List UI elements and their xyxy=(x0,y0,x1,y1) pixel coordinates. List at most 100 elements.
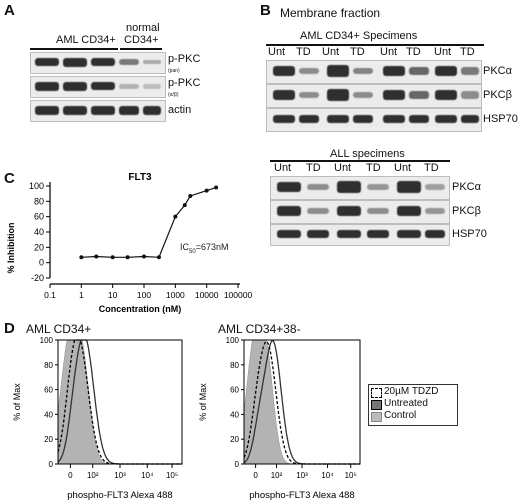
panel-label-d: D xyxy=(4,320,15,337)
hist-x-axis-label: phospho-FLT3 Alexa 488 xyxy=(67,490,172,501)
hist-y-tick-label: 60 xyxy=(230,386,239,395)
membrane-fraction-title: Membrane fraction xyxy=(280,6,381,20)
legend-label-control: Control xyxy=(384,410,417,421)
all-row-label-pkcb: PKCβ xyxy=(452,205,481,217)
data-point xyxy=(79,255,84,260)
y-axis-label: % Inhibition xyxy=(6,223,16,274)
hist-y-tick-label: 40 xyxy=(230,410,239,419)
hist-x-tick-label: 10⁴ xyxy=(141,471,154,480)
aml-blot-pkcb xyxy=(266,84,482,108)
flow-legend: 20µM TDZD Untreated Control xyxy=(368,384,458,426)
hist-y-tick-label: 40 xyxy=(44,410,53,419)
blot-actin xyxy=(30,100,166,122)
data-point xyxy=(110,255,115,260)
group-normal-label-1: normal xyxy=(126,22,160,34)
histogram-aml-cd34: % of Max phospho-FLT3 Alexa 488 0 20 40 60 80 1… xyxy=(12,336,183,501)
group-normal-rule xyxy=(120,48,162,50)
chart-title: FLT3 xyxy=(128,172,152,183)
all-header-rule xyxy=(270,160,450,162)
hist-y-tick-label: 100 xyxy=(40,336,54,345)
hist-y-tick-label: 0 xyxy=(49,460,54,469)
all-lane-unt-1: Unt xyxy=(274,162,292,174)
data-point xyxy=(188,193,193,198)
hist-plot-frame xyxy=(57,339,183,465)
y-tick-label: 60 xyxy=(34,212,44,222)
aml-blot-hsp70 xyxy=(266,108,482,132)
all-lane-unt-2: Unt xyxy=(334,162,352,174)
hist-y-tick-label: 80 xyxy=(230,361,239,370)
x-tick-label: 1000 xyxy=(166,290,185,300)
hist-plot-frame xyxy=(243,339,361,465)
y-tick-label: 40 xyxy=(34,227,44,237)
panel-label-b: B xyxy=(260,2,271,19)
lane-td-4: TD xyxy=(460,46,475,58)
x-tick-label: 100 xyxy=(137,290,151,300)
x-tick-label: 0.1 xyxy=(44,290,56,300)
legend-label-tdzd: 20µM TDZD xyxy=(384,386,439,397)
hist-y-tick-label: 100 xyxy=(226,336,240,345)
data-point xyxy=(156,255,161,260)
hist-x-tick-label: 10³ xyxy=(296,471,308,480)
hist-y-axis-label: % of Max xyxy=(12,383,22,421)
group-normal-label-2: CD34+ xyxy=(124,34,159,46)
y-tick-label: -20 xyxy=(31,273,44,283)
aml-blot-pkca xyxy=(266,60,482,84)
blot-ppkc-pan xyxy=(30,52,166,74)
y-tick-label: 100 xyxy=(29,181,44,191)
all-row-label-pkca: PKCα xyxy=(452,181,481,193)
all-blot-pkca xyxy=(270,176,450,200)
x-tick-label: 100000 xyxy=(224,290,253,300)
legend-label-untreated: Untreated xyxy=(384,398,428,409)
lane-unt-4: Unt xyxy=(434,46,452,58)
legend-swatch-tdzd xyxy=(371,388,382,398)
y-tick-label: 20 xyxy=(34,242,44,252)
hist-y-tick-label: 80 xyxy=(44,361,53,370)
aml-row-label-pkca: PKCα xyxy=(483,65,512,77)
y-tick-label: 0 xyxy=(39,258,44,268)
data-point xyxy=(204,188,209,193)
data-point xyxy=(142,254,146,259)
hist-x-tick-label: 0 xyxy=(68,471,73,480)
all-lane-td-2: TD xyxy=(366,162,381,174)
all-row-label-hsp70: HSP70 xyxy=(452,228,487,240)
aml-row-label-pkcb: PKCβ xyxy=(483,89,512,101)
hist-x-tick-label: 10³ xyxy=(114,471,126,480)
panel-label-c: C xyxy=(4,170,15,187)
aml-header-rule xyxy=(266,44,484,46)
hist-y-tick-label: 0 xyxy=(235,460,240,469)
aml-row-label-hsp70: HSP70 xyxy=(483,113,518,125)
all-specimens-header: ALL specimens xyxy=(330,148,405,160)
lane-td-2: TD xyxy=(350,46,365,58)
ic50-annotation: IC50=673nM xyxy=(180,242,228,255)
data-point xyxy=(125,255,130,260)
flt3-inhibition-chart: FLT3 % Inhibition Concentration (nM) IC5… xyxy=(6,172,253,314)
all-lane-td-3: TD xyxy=(424,162,439,174)
x-tick-label: 10000 xyxy=(195,290,219,300)
hist-y-axis-label: % of Max xyxy=(198,383,208,421)
hist-x-tick-label: 0 xyxy=(253,471,258,480)
hist-y-tick-label: 60 xyxy=(44,386,53,395)
all-blot-hsp70 xyxy=(270,224,450,246)
group-aml-label: AML CD34+ xyxy=(56,34,116,46)
hist-x-tick-label: 10² xyxy=(87,471,99,480)
x-axis-label: Concentration (nM) xyxy=(99,304,182,314)
lane-td-3: TD xyxy=(406,46,421,58)
group-aml-rule xyxy=(30,48,118,50)
blot-ppkc-ab xyxy=(30,76,166,98)
x-tick-label: 10 xyxy=(108,290,118,300)
row-label-actin: actin xyxy=(168,104,192,116)
hist-x-tick-label: 10⁵ xyxy=(166,471,178,480)
lane-unt-1: Unt xyxy=(268,46,286,58)
all-lane-td-1: TD xyxy=(306,162,321,174)
data-point xyxy=(214,185,219,190)
row-label-ppkc-ab: p-PKC (α/β) xyxy=(168,77,201,99)
hist-x-axis-label: phospho-FLT3 Alexa 488 xyxy=(249,490,354,501)
hist-y-tick-label: 20 xyxy=(44,435,53,444)
control-histogram xyxy=(243,339,360,465)
legend-swatch-control xyxy=(371,412,382,422)
histogram-2-title: AML CD34+38- xyxy=(218,322,301,336)
data-point xyxy=(182,203,187,208)
x-tick-label: 1 xyxy=(79,290,84,300)
data-point xyxy=(94,254,99,259)
hist-x-tick-label: 10⁴ xyxy=(321,471,334,480)
